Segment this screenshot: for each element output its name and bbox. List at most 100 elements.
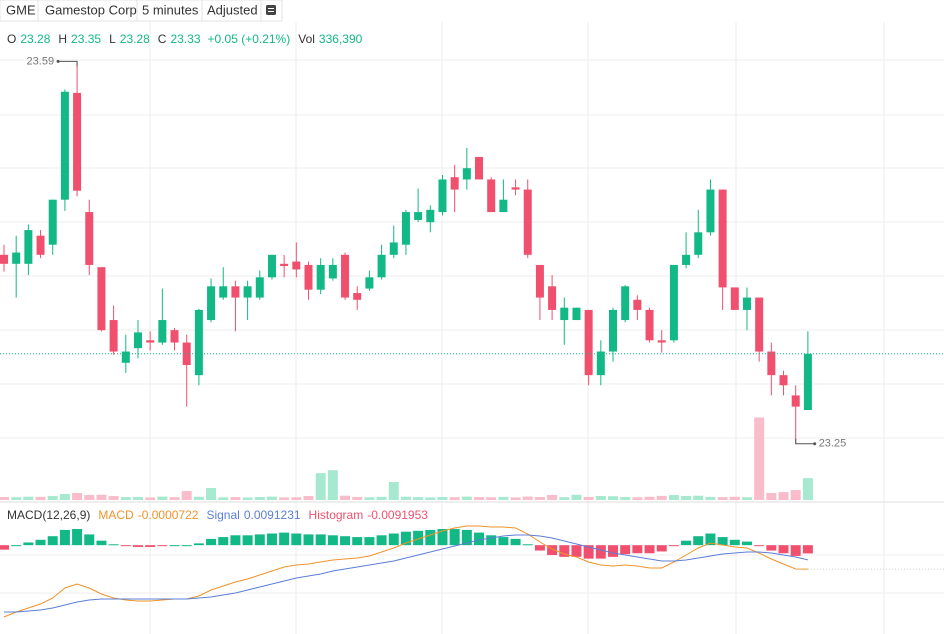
histogram-bar (291, 533, 302, 546)
candle-body (316, 264, 325, 290)
histogram-bar (705, 533, 716, 546)
candle-body (462, 168, 471, 180)
histogram-bar (425, 529, 436, 546)
candle-body (645, 309, 654, 341)
low-dot (813, 442, 817, 446)
candle-body (292, 261, 301, 270)
histogram-bar (437, 529, 448, 546)
histogram-bar (0, 545, 9, 550)
volume-bar (717, 497, 728, 500)
histogram-bar (400, 531, 411, 546)
histogram-bar (181, 545, 192, 547)
candle-body (426, 209, 435, 223)
histogram-bar (644, 545, 655, 554)
histogram-bar (218, 537, 229, 546)
candle-body (499, 199, 508, 213)
volume-bar (388, 482, 399, 500)
low-label: 23.25 (819, 438, 847, 450)
histogram-bar (583, 545, 594, 559)
candle-body (255, 277, 264, 298)
candle-body (194, 309, 203, 376)
volume-bar (291, 497, 302, 500)
symbol[interactable]: GME (6, 2, 36, 17)
legend-value: 23.33 (170, 32, 200, 46)
adjustment[interactable]: Adjusted (207, 2, 258, 17)
legend-value: 23.35 (71, 32, 101, 46)
candle-body (560, 307, 569, 321)
volume-bar (644, 496, 655, 500)
candle-body (170, 330, 179, 343)
histogram-bar (47, 536, 58, 546)
candle-body (682, 254, 691, 265)
histogram-bar (790, 545, 801, 556)
legend-value: 0.0091231 (244, 508, 301, 522)
volume-bar (741, 497, 752, 500)
volume-bar (35, 496, 46, 500)
histogram-bar (632, 545, 643, 554)
candle-body (389, 242, 398, 255)
volume-bar (157, 496, 168, 500)
histogram-bar (620, 545, 631, 555)
volume-bar (681, 496, 692, 500)
volume-bar (486, 497, 497, 500)
legend-value: 23.28 (20, 32, 50, 46)
interval[interactable]: 5 minutes (142, 2, 199, 17)
histogram-bar (254, 534, 265, 546)
volume-bar (802, 478, 813, 500)
histogram-bar (132, 545, 143, 547)
volume-bar (705, 496, 716, 500)
histogram-bar (23, 542, 34, 546)
candle-body (36, 235, 45, 255)
volume-bar (84, 494, 95, 500)
legend-value: 336,390 (319, 32, 363, 46)
histogram-bar (729, 539, 740, 546)
volume-bar (181, 491, 192, 500)
candle-body (304, 264, 313, 290)
low-marker (795, 438, 815, 445)
histogram-bar (741, 541, 752, 546)
high-dot (56, 59, 60, 63)
histogram-bar (169, 545, 180, 547)
histogram-bar (717, 537, 728, 546)
histogram-bar (498, 537, 509, 546)
volume-bar (766, 493, 777, 500)
candle-body (803, 353, 812, 411)
candle-body (219, 286, 228, 298)
legend-key: H (58, 32, 67, 46)
volume-bar (413, 497, 424, 500)
volume-bar (571, 494, 582, 500)
candle-body (767, 351, 776, 376)
menu-icon[interactable] (266, 5, 276, 15)
histogram-bar (279, 532, 290, 546)
histogram-bar (778, 545, 789, 554)
legend-key: O (7, 32, 16, 46)
volume-bar (169, 497, 180, 500)
histogram-bar (84, 534, 95, 546)
candle-body (267, 254, 276, 278)
candle-body (0, 254, 8, 264)
high-marker (58, 60, 78, 67)
candle-body (511, 187, 520, 190)
legend-key: Vol (298, 32, 315, 46)
candle-body (572, 307, 581, 321)
volume-bar (108, 496, 119, 500)
legend-value: -0.0091953 (367, 508, 428, 522)
volume-bar (608, 496, 618, 500)
ohlc-legend: O 23.28 H 23.35 L 23.28 C 23.33 +0.05 (+0.21%) Vo… (7, 32, 363, 46)
histogram-bar (242, 535, 253, 546)
volume-bar (340, 495, 351, 500)
volume-bar (266, 496, 277, 500)
candle-body (401, 212, 410, 245)
histogram-bar (72, 529, 83, 546)
volume-bar (790, 490, 801, 500)
histogram-bar (327, 535, 338, 546)
candle-body (609, 309, 617, 352)
histogram-bar (266, 533, 277, 546)
histogram-bar (534, 545, 545, 551)
legend-key: L (109, 32, 116, 46)
macd-title: MACD(12,26,9) (7, 508, 90, 522)
company-name[interactable]: Gamestop Corp (45, 2, 137, 17)
candle-body (791, 395, 800, 407)
candle-body (341, 254, 350, 298)
candle-body (535, 264, 544, 298)
